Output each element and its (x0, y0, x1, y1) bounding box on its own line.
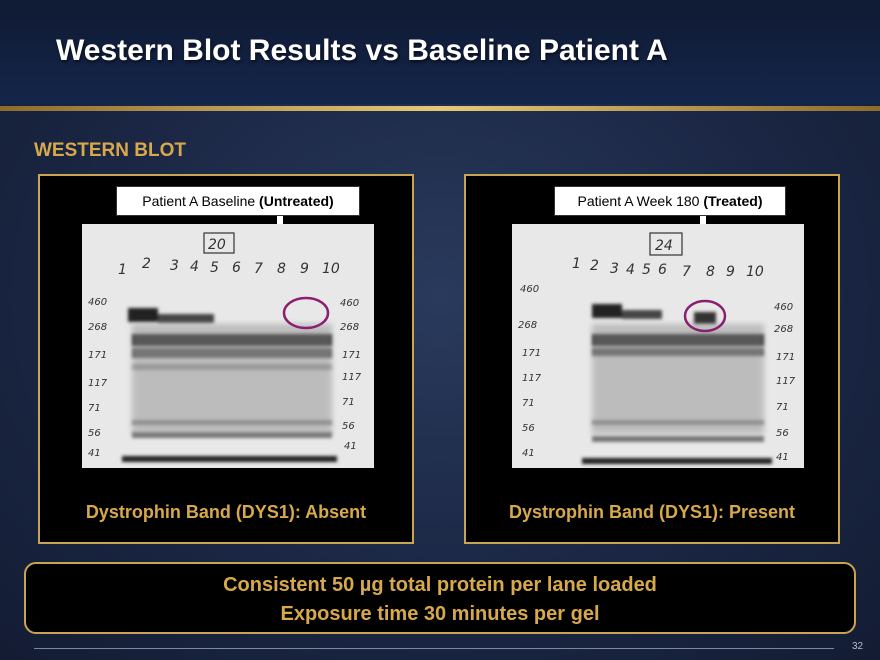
marker-label: 71 (522, 398, 535, 409)
blot-image-treated: 24 1 2 3 4 5 6 7 8 9 10 460 268 171 (512, 224, 804, 468)
section-label: WESTERN BLOT (34, 140, 186, 161)
lane-number: 8 (277, 261, 286, 277)
gel-number-box (203, 232, 235, 254)
marker-label: 41 (776, 452, 789, 463)
marker-label: 268 (774, 324, 793, 335)
panel-label-text: Patient A Week 180 (577, 193, 704, 209)
lane-number: 5 (642, 262, 651, 278)
marker-label: 460 (340, 298, 359, 309)
marker-label: 56 (776, 428, 789, 439)
lane-number: 6 (658, 262, 667, 278)
lane-number: 4 (626, 262, 635, 278)
marker-label: 56 (342, 421, 355, 432)
blot-image-baseline: 20 1 2 3 4 5 6 7 8 9 10 460 268 (82, 224, 374, 468)
lane-number: 9 (300, 261, 309, 277)
marker-label: 460 (520, 284, 539, 295)
lane-number: 7 (682, 264, 691, 280)
lane-number: 10 (322, 261, 340, 277)
marker-label: 171 (522, 348, 541, 359)
lane-number: 4 (190, 259, 199, 275)
lane-number: 9 (726, 264, 735, 280)
marker-label: 117 (776, 376, 796, 387)
title-divider (0, 106, 880, 111)
panel-caption-baseline: Dystrophin Band (DYS1): Absent (85, 502, 367, 522)
highlight-circle (282, 296, 330, 330)
gel-number-box (649, 232, 683, 256)
summary-box: Consistent 50 µg total protein per lane … (24, 562, 856, 634)
lane-number: 8 (706, 264, 715, 280)
gel-number: 24 (655, 238, 673, 254)
marker-label: 56 (88, 428, 101, 439)
lane-number: 2 (590, 258, 599, 274)
lane-number: 3 (170, 258, 179, 274)
marker-label: 117 (88, 378, 108, 389)
panel-caption-treated: Dystrophin Band (DYS1): Present (508, 502, 796, 522)
lane-number: 5 (210, 260, 219, 276)
lane-number: 1 (118, 262, 127, 278)
marker-label: 268 (88, 322, 107, 333)
panel-label-text: Patient A Baseline (142, 193, 260, 209)
gel-number: 20 (208, 237, 226, 253)
summary-line-1: Consistent 50 µg total protein per lane … (223, 574, 657, 596)
marker-label: 41 (88, 448, 101, 459)
lane-number: 3 (610, 261, 619, 277)
marker-label: 56 (522, 423, 535, 434)
marker-label: 41 (344, 441, 357, 452)
marker-label: 460 (88, 297, 107, 308)
western-blot-panel-treated: Patient A Week 180 (Treated) 24 1 2 3 4 (464, 174, 840, 544)
marker-label: 268 (340, 322, 359, 333)
marker-label: 41 (522, 448, 535, 459)
panel-label-bold: (Treated) (703, 193, 763, 209)
panel-label-bold: (Untreated) (259, 193, 334, 209)
panel-label-baseline: Patient A Baseline (Untreated) (116, 186, 360, 216)
marker-label: 71 (88, 403, 101, 414)
western-blot-panel-baseline: Patient A Baseline (Untreated) 20 1 2 (38, 174, 414, 544)
marker-label: 460 (774, 302, 793, 313)
lane-number: 7 (254, 261, 263, 277)
title-band (0, 0, 880, 104)
lane-number: 10 (746, 264, 764, 280)
lane-number: 6 (232, 260, 241, 276)
slide-title: Western Blot Results vs Baseline Patient… (56, 34, 668, 67)
marker-label: 171 (776, 352, 795, 363)
marker-label: 171 (342, 350, 361, 361)
footer-divider (34, 648, 834, 649)
marker-label: 117 (522, 373, 542, 384)
summary-line-2: Exposure time 30 minutes per gel (280, 603, 600, 625)
marker-label: 268 (518, 320, 537, 331)
lane-number: 2 (142, 256, 151, 272)
marker-label: 71 (776, 402, 789, 413)
marker-label: 71 (342, 397, 355, 408)
lane-number: 1 (572, 256, 581, 272)
highlight-circle (683, 299, 727, 333)
panel-label-treated: Patient A Week 180 (Treated) (554, 186, 786, 216)
marker-label: 171 (88, 350, 107, 361)
page-number: 32 (852, 641, 864, 652)
marker-label: 117 (342, 372, 362, 383)
